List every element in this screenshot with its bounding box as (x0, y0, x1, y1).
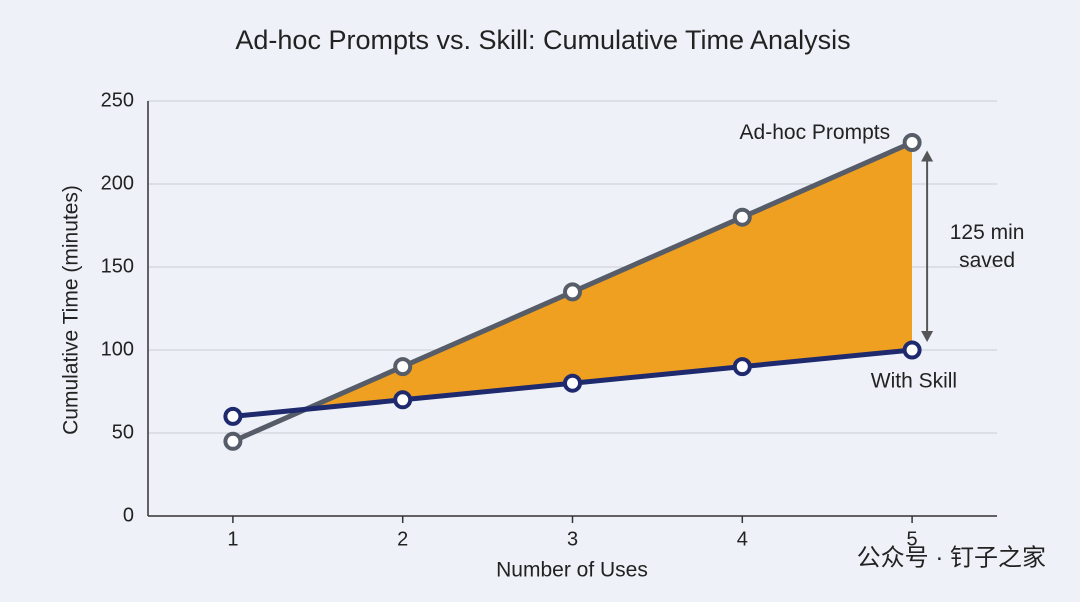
chart-title: Ad-hoc Prompts vs. Skill: Cumulative Tim… (235, 25, 850, 55)
x-tick-label: 4 (737, 528, 748, 550)
y-tick-label: 0 (123, 504, 134, 526)
point (732, 207, 752, 227)
annotation: saved (959, 249, 1015, 272)
x-tick-label: 5 (907, 528, 918, 550)
y-tick-label: 50 (112, 421, 134, 443)
point (393, 357, 413, 377)
series-label: Ad-hoc Prompts (740, 121, 891, 144)
point (563, 373, 582, 393)
point (902, 133, 922, 152)
point (732, 357, 752, 377)
x-tick-label: 1 (227, 528, 238, 550)
arrow-head (921, 331, 934, 342)
point (223, 431, 243, 451)
x-axis-label: Number of Uses (496, 559, 648, 582)
y-tick-label: 200 (101, 172, 134, 194)
x-tick-label: 3 (567, 528, 578, 550)
series-label: With Skill (871, 370, 957, 393)
point (223, 406, 243, 426)
arrow-head (921, 150, 934, 162)
y-tick-label: 100 (101, 338, 134, 360)
point (902, 340, 922, 360)
y-axis-label: Cumulative Time (minutes) (60, 185, 83, 435)
x-tick-label: 2 (397, 528, 408, 550)
y-tick-label: 150 (101, 255, 134, 277)
point (393, 390, 413, 410)
y-tick-label: 250 (101, 89, 134, 111)
annotation: 125 min (950, 221, 1025, 244)
watermark: 公众号 · 钉子之家 (857, 544, 1046, 571)
point (563, 282, 582, 302)
